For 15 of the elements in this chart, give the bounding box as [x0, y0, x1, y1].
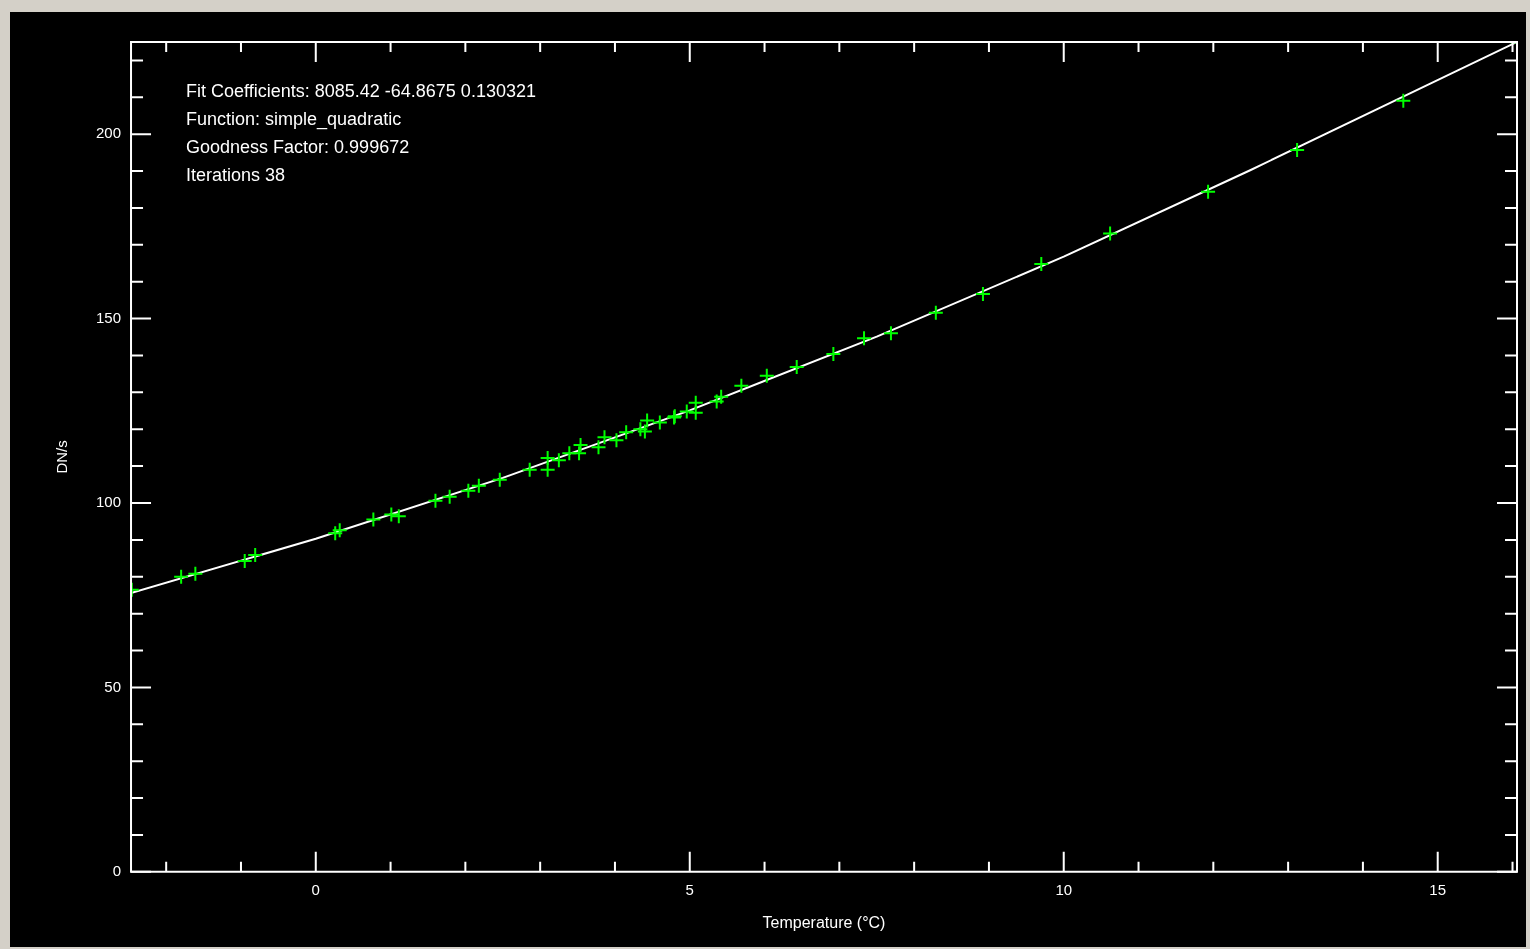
annotation: Fit Coefficients: 8085.42 -64.8675 0.130321 — [186, 80, 536, 101]
x-tick-label: 0 — [311, 880, 320, 898]
annotation: Goodness Factor: 0.999672 — [186, 136, 410, 157]
annotation: Iterations 38 — [186, 164, 286, 185]
y-tick-label: 200 — [96, 124, 122, 142]
x-tick-label: 5 — [685, 880, 694, 898]
annotation: Function: simple_quadratic — [186, 108, 402, 130]
y-axis-title: DN/s — [53, 440, 71, 474]
x-tick-label: 15 — [1429, 880, 1447, 898]
y-tick-label: 50 — [104, 677, 122, 695]
y-tick-label: 150 — [96, 308, 122, 326]
y-tick-label: 100 — [96, 493, 122, 511]
y-tick-label: 0 — [112, 861, 122, 879]
x-axis-title: Temperature (°C) — [762, 913, 886, 931]
x-tick-label: 10 — [1055, 880, 1073, 898]
